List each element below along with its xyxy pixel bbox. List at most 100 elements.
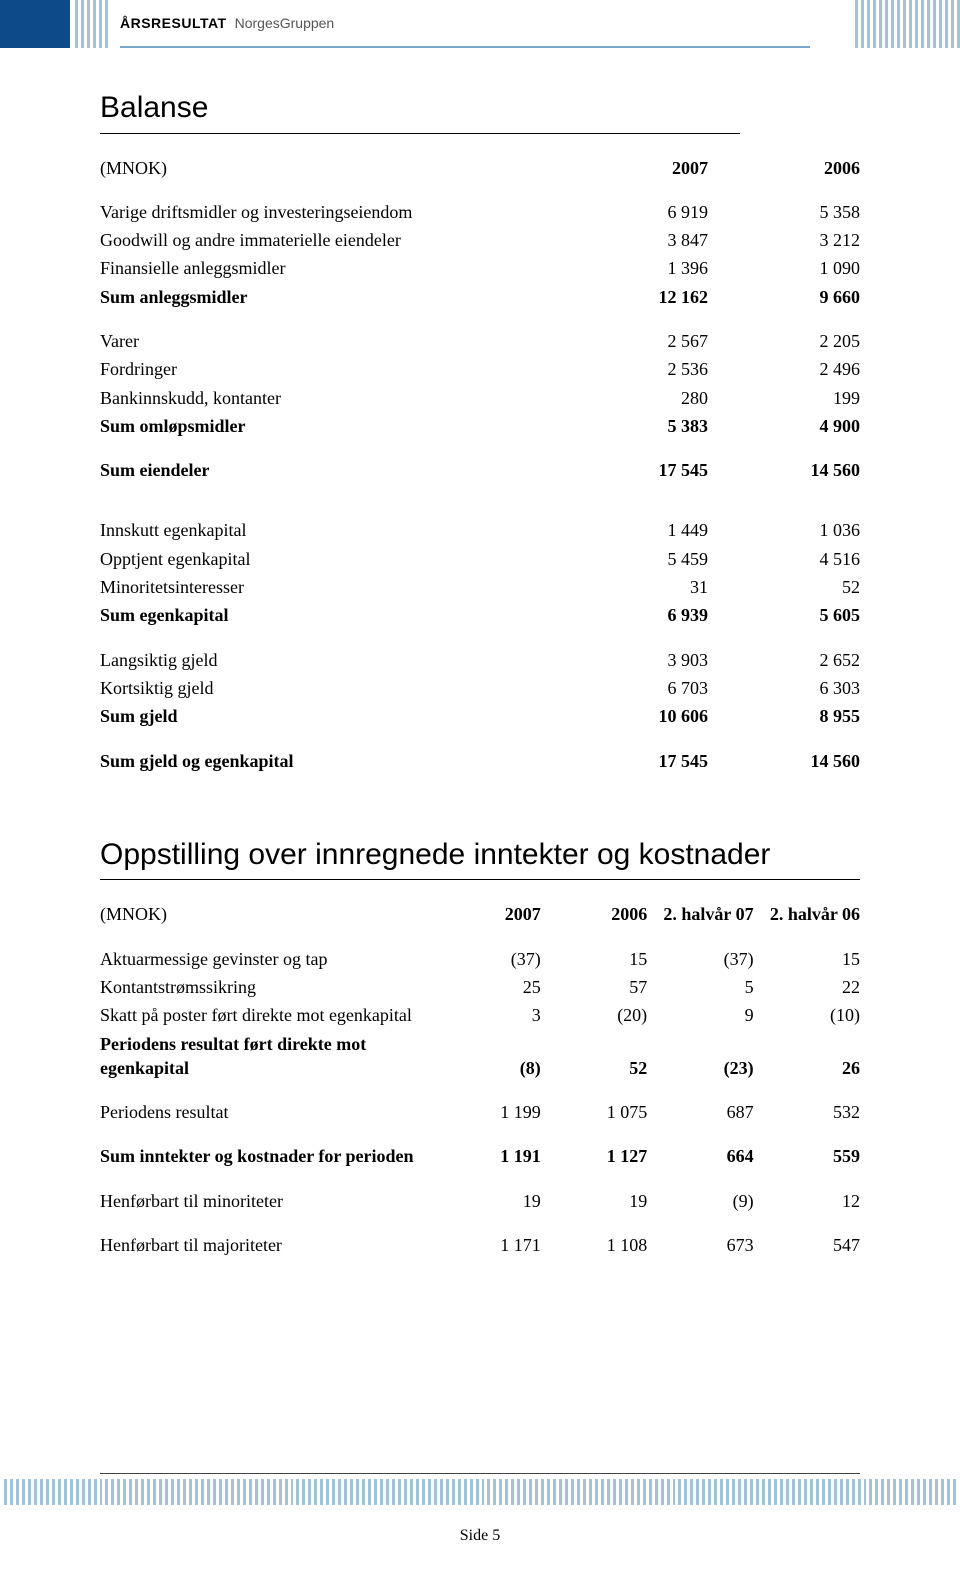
row-label: Sum inntekter og kostnader for perioden (100, 1142, 434, 1170)
stmt-col-header: 2. halvår 06 (754, 900, 860, 928)
row-value: 1 127 (541, 1142, 647, 1170)
balance-title: Balanse (100, 88, 740, 134)
row-value: 1 171 (434, 1231, 540, 1259)
stmt-col-header: 2006 (541, 900, 647, 928)
row-value: 5 459 (556, 545, 708, 573)
row-label: Kontantstrømssikring (100, 973, 434, 1001)
row-value: 14 560 (708, 747, 860, 775)
balance-unit: (MNOK) (100, 154, 556, 182)
row-label: Sum anleggsmidler (100, 283, 556, 311)
row-value: 687 (647, 1098, 753, 1126)
row-label: Sum gjeld (100, 702, 556, 730)
header-stripes-left (75, 0, 115, 48)
table-row: Opptjent egenkapital5 4594 516 (100, 545, 860, 573)
row-value: 17 545 (556, 747, 708, 775)
header-light: NorgesGruppen (235, 15, 335, 31)
row-label: Sum omløpsmidler (100, 412, 556, 440)
table-row: Minoritetsinteresser3152 (100, 573, 860, 601)
header-blue-block (0, 0, 70, 48)
row-value: 15 (754, 945, 860, 973)
row-label: Bankinnskudd, kontanter (100, 384, 556, 412)
row-value: 532 (754, 1098, 860, 1126)
row-value: 1 199 (434, 1098, 540, 1126)
row-value: 57 (541, 973, 647, 1001)
row-value: 673 (647, 1231, 753, 1259)
header-stripes-right (830, 0, 960, 48)
table-row: Kortsiktig gjeld6 7036 303 (100, 674, 860, 702)
row-label: Innskutt egenkapital (100, 516, 556, 544)
stmt-title: Oppstilling over innregnede inntekter og… (100, 835, 860, 881)
table-row: Goodwill og andre immaterielle eiendeler… (100, 226, 860, 254)
row-value: 5 (647, 973, 753, 1001)
row-value: 3 212 (708, 226, 860, 254)
row-value: 19 (541, 1187, 647, 1215)
row-value: 15 (541, 945, 647, 973)
row-value: 1 036 (708, 516, 860, 544)
row-value: 12 (754, 1187, 860, 1215)
row-value: 1 075 (541, 1098, 647, 1126)
row-label: Sum gjeld og egenkapital (100, 747, 556, 775)
row-value: 6 919 (556, 198, 708, 226)
row-value: 1 396 (556, 254, 708, 282)
row-label: Periodens resultat (100, 1098, 434, 1126)
row-label: Henførbart til majoriteter (100, 1231, 434, 1259)
row-value: 5 605 (708, 601, 860, 629)
table-row: Fordringer2 5362 496 (100, 355, 860, 383)
row-value: (37) (647, 945, 753, 973)
table-row: Sum egenkapital6 9395 605 (100, 601, 860, 629)
row-value: 2 496 (708, 355, 860, 383)
row-value: (8) (434, 1030, 540, 1083)
row-value: (9) (647, 1187, 753, 1215)
row-value: 3 847 (556, 226, 708, 254)
row-value: 8 955 (708, 702, 860, 730)
row-value: 199 (708, 384, 860, 412)
row-value: 9 660 (708, 283, 860, 311)
table-row: Henførbart til majoriteter1 1711 1086735… (100, 1231, 860, 1259)
row-value: 17 545 (556, 456, 708, 484)
table-row: Skatt på poster ført direkte mot egenkap… (100, 1001, 860, 1029)
row-value: 10 606 (556, 702, 708, 730)
row-value: 14 560 (708, 456, 860, 484)
stmt-table: (MNOK)200720062. halvår 072. halvår 06Ak… (100, 900, 860, 1259)
row-value: 4 516 (708, 545, 860, 573)
table-row: Kontantstrømssikring2557522 (100, 973, 860, 1001)
row-label: Sum egenkapital (100, 601, 556, 629)
page-header: ÅRSRESULTAT NorgesGruppen (0, 0, 960, 48)
table-row: Sum gjeld10 6068 955 (100, 702, 860, 730)
row-value: 2 567 (556, 327, 708, 355)
row-label: Kortsiktig gjeld (100, 674, 556, 702)
row-value: 3 903 (556, 646, 708, 674)
row-value: 1 191 (434, 1142, 540, 1170)
page-number: Side 5 (0, 1527, 960, 1545)
table-row: Sum inntekter og kostnader for perioden1… (100, 1142, 860, 1170)
row-value: 26 (754, 1030, 860, 1083)
table-row: Aktuarmessige gevinster og tap(37)15(37)… (100, 945, 860, 973)
row-value: 6 303 (708, 674, 860, 702)
row-value: 1 090 (708, 254, 860, 282)
table-row: Bankinnskudd, kontanter280199 (100, 384, 860, 412)
table-row: Sum eiendeler17 54514 560 (100, 456, 860, 484)
stmt-col-header: 2. halvår 07 (647, 900, 753, 928)
row-value: 6 939 (556, 601, 708, 629)
row-label: Aktuarmessige gevinster og tap (100, 945, 434, 973)
row-value: 22 (754, 973, 860, 1001)
row-value: 2 205 (708, 327, 860, 355)
row-value: 9 (647, 1001, 753, 1029)
table-row: Periodens resultat ført direkte mot egen… (100, 1030, 860, 1083)
page-footer-band (0, 1473, 960, 1505)
row-value: 1 108 (541, 1231, 647, 1259)
row-label: Langsiktig gjeld (100, 646, 556, 674)
row-label: Goodwill og andre immaterielle eiendeler (100, 226, 556, 254)
row-label: Periodens resultat ført direkte mot egen… (100, 1030, 434, 1083)
row-value: 5 358 (708, 198, 860, 226)
row-value: 664 (647, 1142, 753, 1170)
row-value: (10) (754, 1001, 860, 1029)
footer-rule (100, 1473, 860, 1474)
page-content: Balanse (MNOK)20072006Varige driftsmidle… (0, 48, 960, 1259)
row-value: (37) (434, 945, 540, 973)
table-row: Sum gjeld og egenkapital17 54514 560 (100, 747, 860, 775)
row-value: 31 (556, 573, 708, 601)
balance-table: (MNOK)20072006Varige driftsmidler og inv… (100, 154, 860, 775)
table-row: Henførbart til minoriteter1919(9)12 (100, 1187, 860, 1215)
row-value: 3 (434, 1001, 540, 1029)
